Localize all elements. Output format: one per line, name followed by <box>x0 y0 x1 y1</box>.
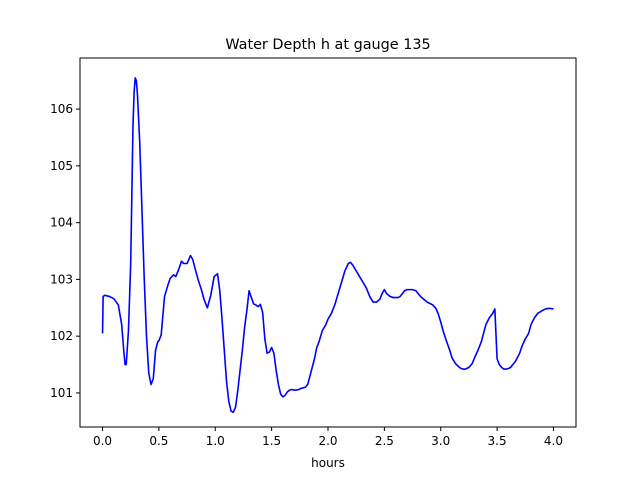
series-line <box>101 77 554 414</box>
x-tick-label: 0.0 <box>93 434 112 448</box>
y-axis-ticks: 101 102 103 104 105 106 <box>50 102 80 400</box>
x-tick-label: 1.0 <box>206 434 225 448</box>
x-tick-label: 2.0 <box>318 434 337 448</box>
x-tick-label: 0.5 <box>149 434 168 448</box>
y-tick-label: 104 <box>50 216 73 230</box>
x-axis-ticks: 0.0 0.5 1.0 1.5 2.0 2.5 3.0 3.5 4.0 <box>93 427 563 448</box>
x-tick-label: 3.0 <box>431 434 450 448</box>
x-tick-label: 3.5 <box>488 434 507 448</box>
plot-area <box>101 77 554 414</box>
y-tick-label: 102 <box>50 329 73 343</box>
y-tick-label: 105 <box>50 159 73 173</box>
y-tick-label: 106 <box>50 102 73 116</box>
x-tick-label: 2.5 <box>375 434 394 448</box>
y-tick-label: 101 <box>50 386 73 400</box>
x-tick-label: 4.0 <box>544 434 563 448</box>
chart-title: Water Depth h at gauge 135 <box>225 37 430 53</box>
y-tick-label: 103 <box>50 272 73 286</box>
x-axis-label: hours <box>311 456 345 470</box>
x-tick-label: 1.5 <box>262 434 281 448</box>
